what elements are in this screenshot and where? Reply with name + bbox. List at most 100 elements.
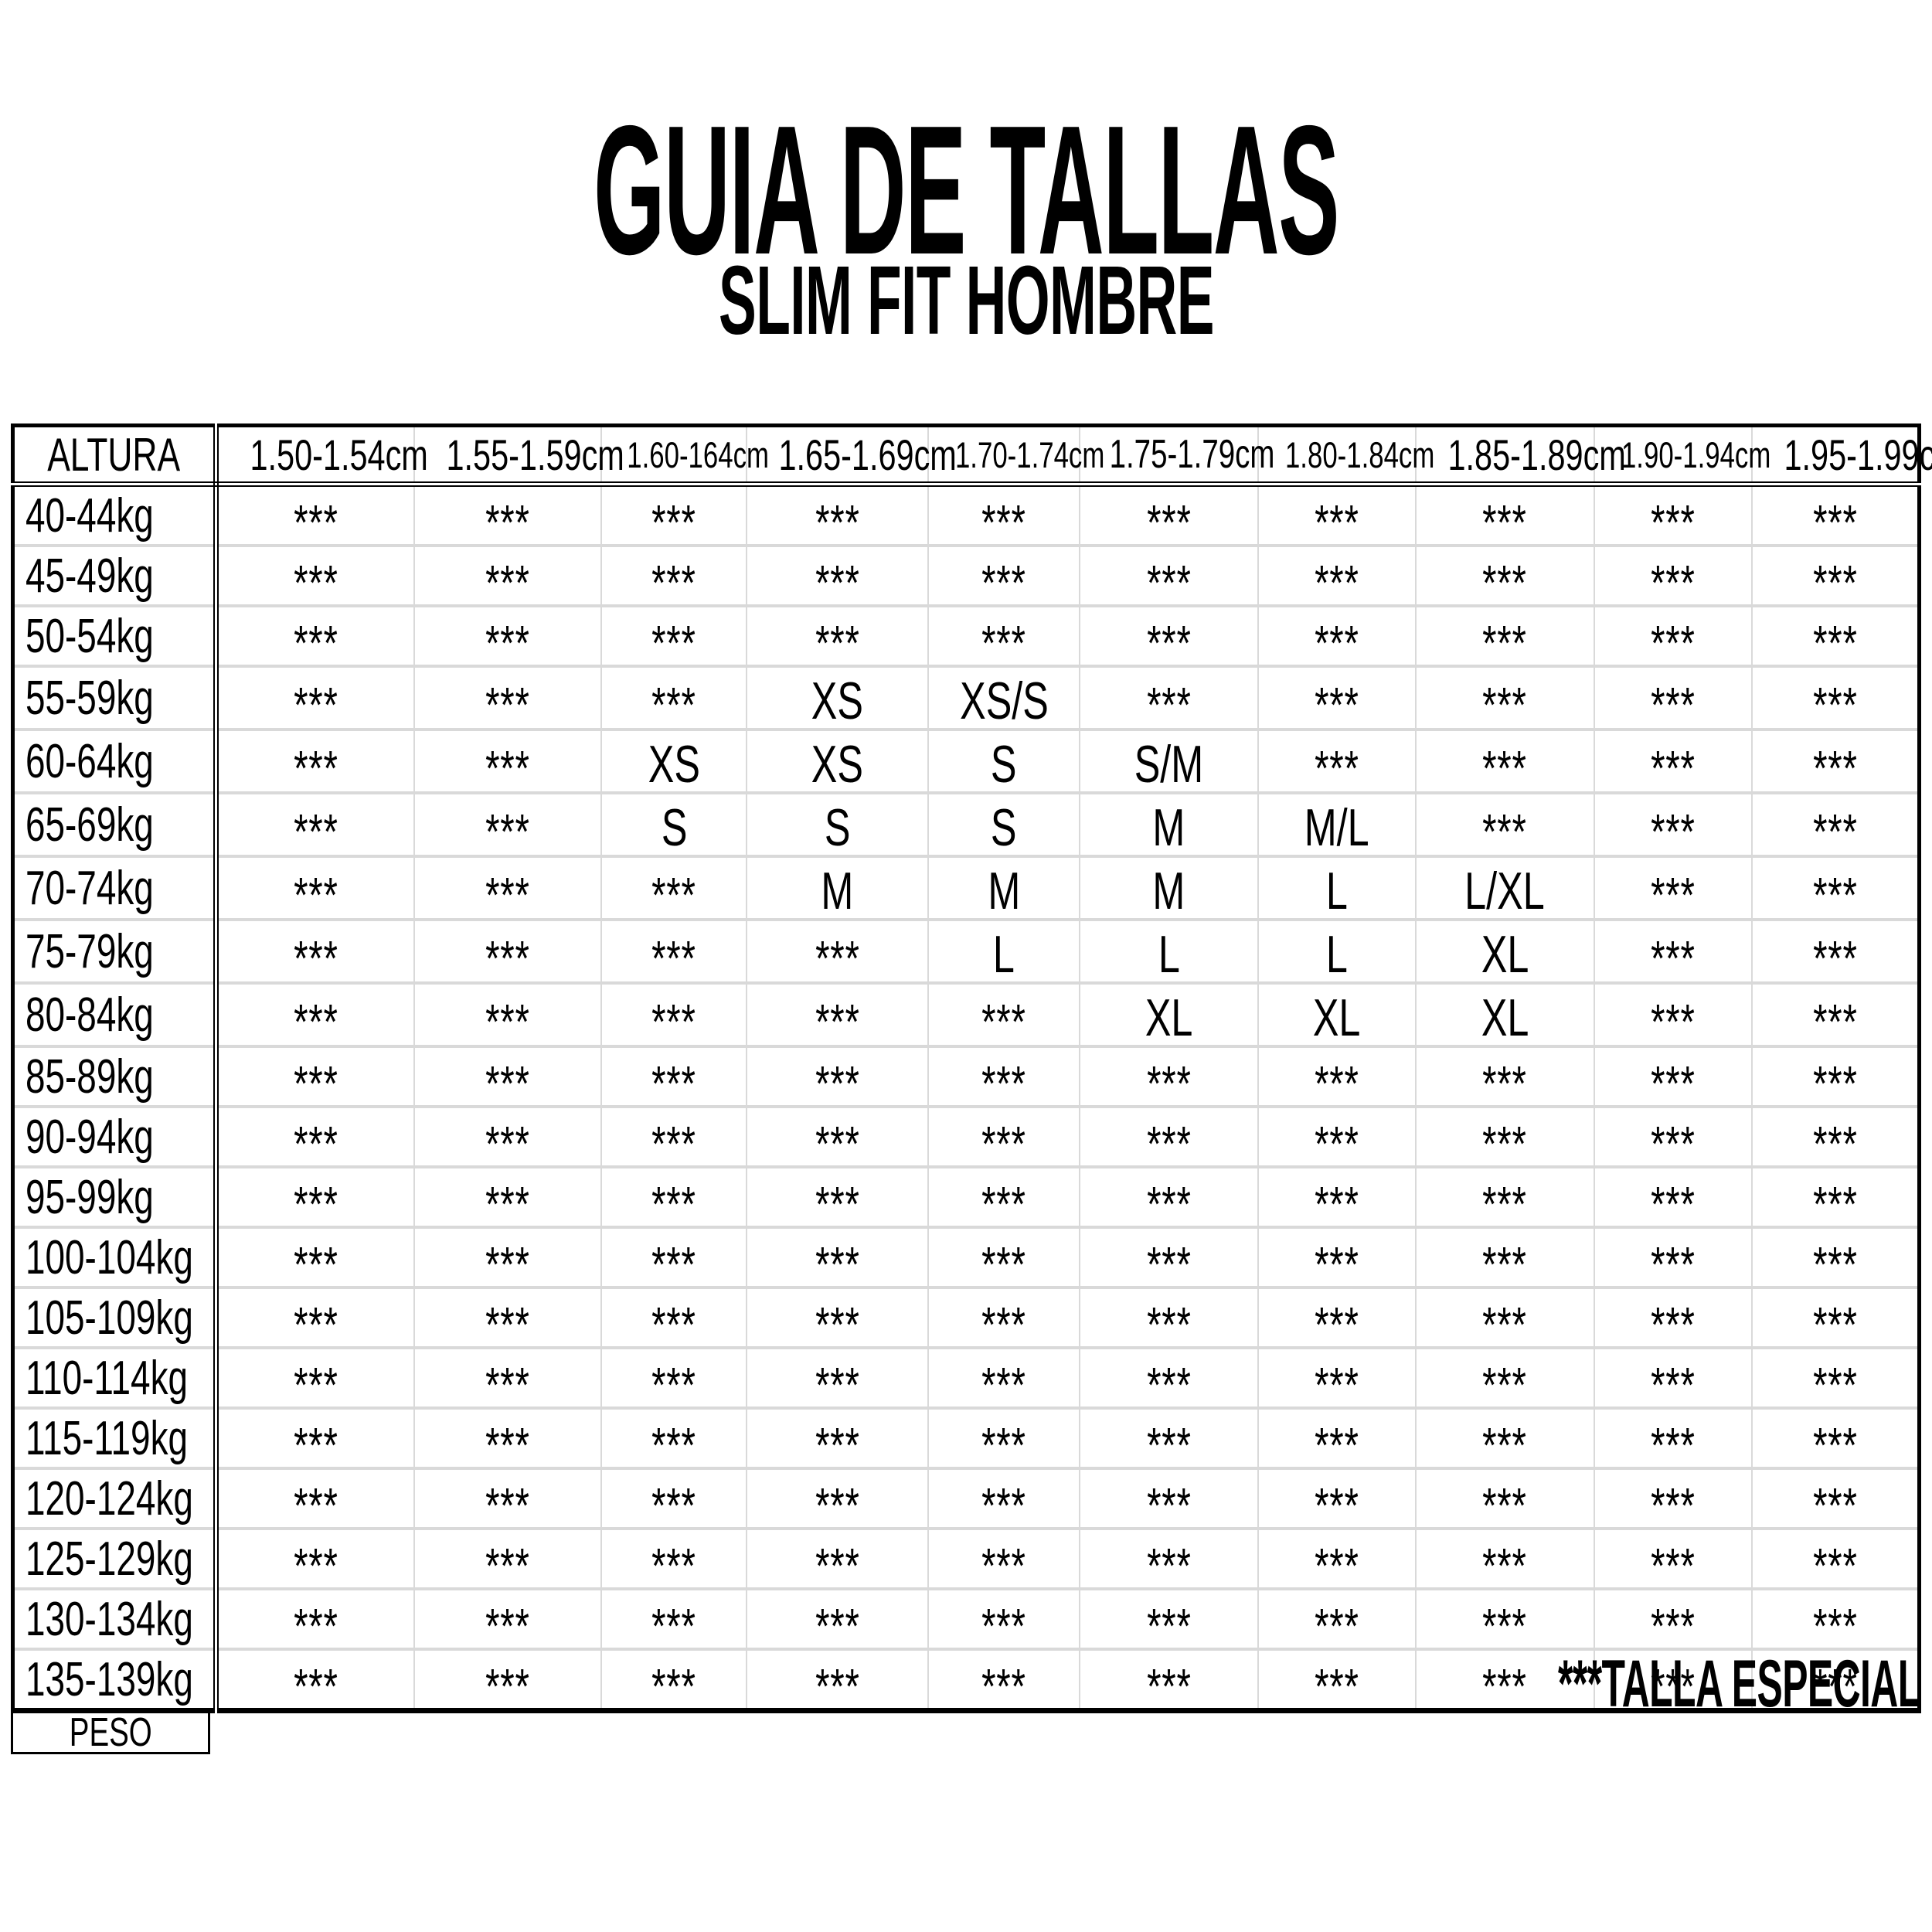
table-row: 50-54kg *** *** *** *** *** *** *** *** *** ***: [12, 604, 1920, 671]
special-size-cell: ***: [746, 1045, 928, 1111]
special-size-cell: ***: [413, 1587, 602, 1654]
special-size-cell: ***: [600, 855, 747, 923]
special-size-cell: ***: [215, 1406, 414, 1473]
special-size-cell: ***: [215, 855, 414, 923]
special-size-cell: ***: [215, 1105, 414, 1172]
special-size-cell: ***: [1415, 604, 1594, 671]
special-size-cell: ***: [600, 918, 747, 986]
special-size-cell: ***: [215, 544, 414, 611]
special-size-cell: ***: [1257, 1226, 1417, 1292]
special-size-cell: ***: [215, 1587, 414, 1654]
height-column-header: 1.70-1.74cm: [927, 425, 1104, 487]
special-size-cell: ***: [1415, 1406, 1594, 1473]
weight-row-label: 95-99kg: [12, 1165, 219, 1227]
special-size-cell: ***: [927, 1587, 1080, 1654]
special-size-cell: ***: [600, 1406, 747, 1473]
table-row: 75-79kg *** *** *** *** L L L XL *** ***: [12, 918, 1920, 986]
special-size-cell: ***: [600, 544, 747, 611]
special-size-cell: ***: [215, 1346, 414, 1413]
table-row: 125-129kg *** *** *** *** *** *** *** *** *** ***: [12, 1527, 1920, 1594]
special-size-cell: ***: [1593, 665, 1752, 733]
special-size-cell: ***: [1750, 1648, 1920, 1714]
special-size-cell: ***: [1079, 1406, 1258, 1473]
special-size-cell: ***: [1079, 482, 1258, 550]
table-row: 90-94kg *** *** *** *** *** *** *** *** *** ***: [12, 1105, 1920, 1172]
special-size-cell: ***: [600, 1648, 747, 1714]
size-cell: XL: [1257, 981, 1417, 1047]
size-cell: XS: [746, 665, 928, 730]
special-size-cell: ***: [600, 1587, 747, 1654]
height-column-header: 1.60-164cm: [600, 425, 769, 487]
special-size-cell: ***: [413, 1406, 602, 1473]
size-cell: XL: [1079, 981, 1258, 1047]
special-size-cell: ***: [1750, 1346, 1920, 1413]
special-size-cell: ***: [413, 1286, 602, 1352]
special-size-cell: ***: [600, 665, 747, 733]
weight-row-label: 75-79kg: [12, 918, 219, 983]
size-cell: M: [927, 855, 1080, 920]
special-size-cell: ***: [413, 665, 602, 733]
page-subtitle-text: SLIM FIT HOMBRE: [718, 246, 1214, 355]
weight-row-label: 110-114kg: [12, 1346, 219, 1408]
special-size-cell: ***: [1750, 482, 1920, 550]
table-row: 105-109kg *** *** *** *** *** *** *** *** *** ***: [12, 1286, 1920, 1352]
height-column-header: 1.55-1.59cm: [413, 425, 624, 487]
special-size-cell: ***: [1415, 665, 1594, 733]
special-size-cell: ***: [413, 791, 602, 859]
special-size-cell: ***: [1750, 1226, 1920, 1292]
height-column-header: 1.95-1.99cm: [1750, 425, 1932, 487]
special-size-cell: ***: [927, 1346, 1080, 1413]
special-size-cell: ***: [215, 918, 414, 986]
height-column-header: 1.50-1.54cm: [215, 425, 427, 487]
special-size-cell: ***: [215, 604, 414, 671]
special-size-cell: ***: [600, 604, 747, 671]
special-size-cell: ***: [1079, 665, 1258, 733]
special-size-cell: ***: [746, 1406, 928, 1473]
header-row: ALTURA 1.50-1.54cm 1.55-1.59cm 1.60-164cm 1.…: [12, 425, 1932, 487]
special-size-cell: ***: [1415, 1346, 1594, 1413]
special-size-cell: ***: [927, 981, 1080, 1049]
weight-row-label: 40-44kg: [12, 482, 219, 546]
special-size-cell: ***: [1593, 1286, 1752, 1352]
special-size-cell: ***: [746, 1286, 928, 1352]
size-cell: M: [1079, 855, 1258, 920]
special-size-cell: ***: [746, 604, 928, 671]
special-size-cell: ***: [413, 1648, 602, 1714]
special-size-cell: ***: [1750, 1045, 1920, 1111]
special-size-cell: ***: [1750, 665, 1920, 733]
special-size-cell: ***: [1593, 855, 1752, 923]
special-size-cell: ***: [413, 1045, 602, 1111]
special-size-cell: ***: [1257, 1045, 1417, 1111]
table-row: 65-69kg *** *** S S S M M/L *** *** ***: [12, 791, 1920, 859]
size-cell: XS: [746, 728, 928, 794]
special-size-cell: ***: [1750, 1165, 1920, 1232]
peso-label: PESO: [69, 1710, 152, 1755]
special-size-cell: ***: [1750, 1406, 1920, 1473]
special-size-cell: ***: [927, 1226, 1080, 1292]
special-size-cell: ***: [413, 1346, 602, 1413]
special-size-cell: ***: [1750, 1286, 1920, 1352]
special-size-cell: ***: [1415, 1045, 1594, 1111]
special-size-cell: ***: [413, 1165, 602, 1232]
special-size-cell: ***: [1079, 1587, 1258, 1654]
special-size-cell: ***: [215, 728, 414, 796]
special-size-cell: ***: [1257, 1467, 1417, 1533]
special-size-cell: ***: [1079, 1527, 1258, 1594]
special-size-cell: ***: [927, 604, 1080, 671]
special-size-cell: ***: [1593, 1406, 1752, 1473]
special-size-cell: ***: [215, 791, 414, 859]
special-size-cell: ***: [413, 918, 602, 986]
special-size-cell: ***: [215, 665, 414, 733]
special-size-cell: ***: [1593, 728, 1752, 796]
special-size-cell: ***: [1750, 1527, 1920, 1594]
special-size-cell: ***: [1257, 1648, 1417, 1714]
special-size-cell: ***: [600, 1286, 747, 1352]
special-size-cell: ***: [600, 1527, 747, 1594]
special-size-cell: ***: [746, 1105, 928, 1172]
weight-row-label: 130-134kg: [12, 1587, 219, 1649]
weight-row-label: 85-89kg: [12, 1045, 219, 1107]
special-size-cell: ***: [1750, 544, 1920, 611]
special-size-cell: ***: [1415, 728, 1594, 796]
special-size-cell: ***: [413, 1105, 602, 1172]
special-size-cell: ***: [1079, 1165, 1258, 1232]
